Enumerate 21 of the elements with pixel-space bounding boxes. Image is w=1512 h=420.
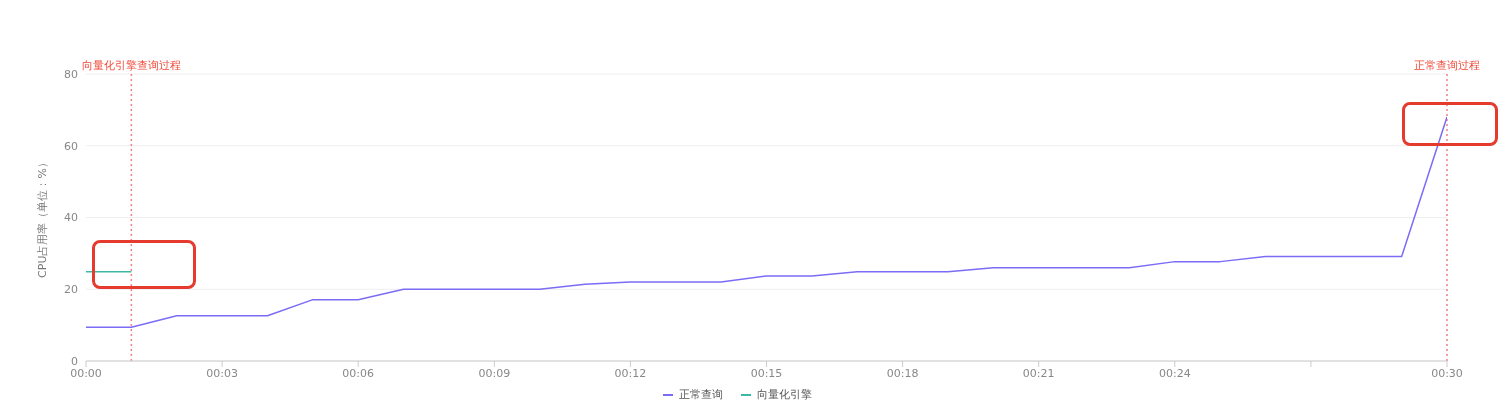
x-tick-label: 00:15	[750, 366, 783, 380]
x-tick-label: 00:03	[206, 366, 238, 380]
x-tick-label: 00:09	[478, 366, 511, 380]
ref-line-label: 向量化引擎查询过程	[81, 59, 181, 72]
legend-label: 正常查询	[679, 387, 723, 402]
y-tick-label: 80	[64, 67, 78, 81]
y-tick-label: 40	[64, 211, 78, 225]
x-tick-label: 00:12	[614, 366, 647, 380]
y-tick-label: 60	[64, 139, 78, 153]
y-tick-label: 20	[64, 283, 78, 297]
legend-label: 向量化引擎	[757, 387, 812, 402]
x-tick-label: 00:18	[886, 366, 919, 380]
x-tick-label: 00:30	[1431, 366, 1463, 380]
y-axis-title: CPU占用率（单位：%）	[35, 157, 49, 278]
line-series	[86, 116, 1447, 329]
y-tick-label: 0	[71, 354, 78, 368]
x-tick-label: 00:21	[1022, 366, 1055, 380]
x-tick-label: 00:06	[342, 366, 375, 380]
ref-line-label: 正常查询过程	[1414, 59, 1480, 72]
x-tick-label: 00:00	[70, 366, 102, 380]
x-tick-label: 00:24	[1158, 366, 1191, 380]
